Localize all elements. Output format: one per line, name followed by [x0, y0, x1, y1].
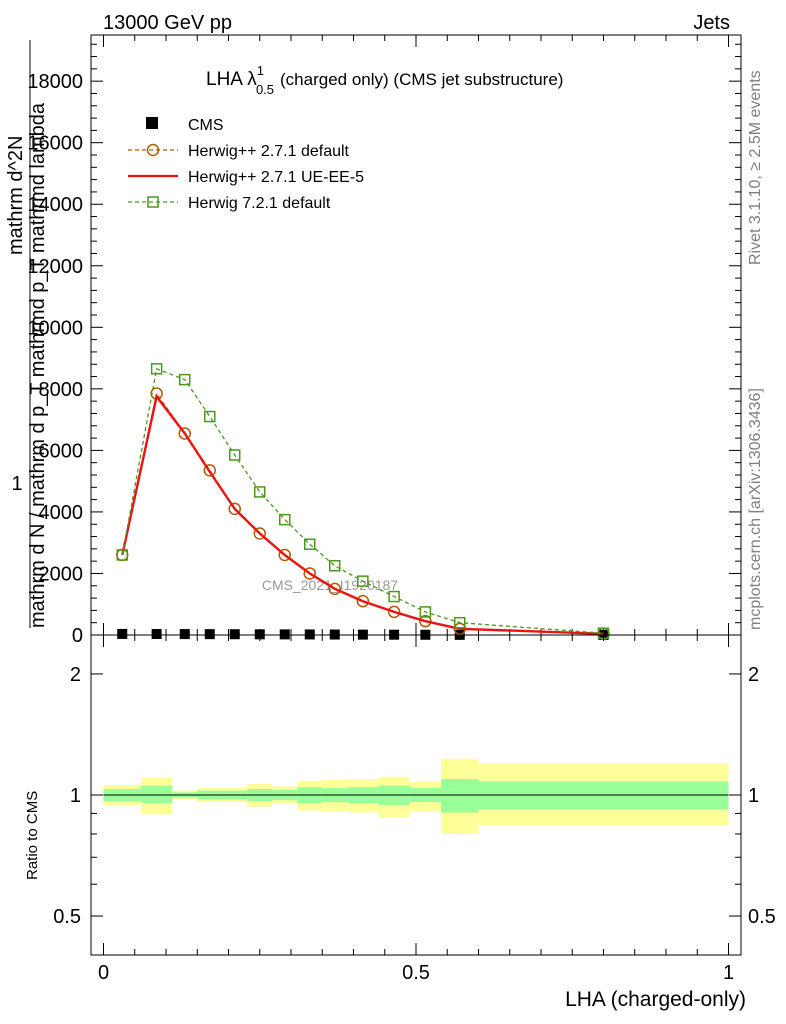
ratio-y-tick-label-right: 2: [748, 664, 759, 686]
data-point-herwig-2-7-1-default: [419, 614, 432, 628]
plot-title-sub: 0.5: [256, 82, 274, 97]
ratio-x-tick-label: 0: [98, 962, 109, 984]
legend-label-herwig-default: Herwig++ 2.7.1 default: [188, 143, 350, 160]
data-point-herwig-7-2-1-default: [254, 486, 266, 498]
data-point-herwig-7-2-1-default: [179, 373, 191, 386]
data-point-cms: [204, 629, 215, 640]
ratio-y-tick-label: 2: [70, 664, 81, 686]
series-layer: [116, 363, 610, 641]
legend: CMS Herwig++ 2.7.1 default Herwig++ 2.7.…: [128, 117, 364, 212]
series-line-herwig-7-2-1-default: [121, 367, 604, 634]
y-axis-title-top: 1: [11, 473, 22, 495]
data-point-cms: [304, 629, 315, 640]
legend-label-herwig7: Herwig 7.2.1 default: [188, 195, 331, 212]
ratio-y-tick-label-right: 1: [748, 785, 759, 807]
data-point-herwig-7-2-1-default: [357, 575, 369, 587]
data-point-herwig-2-7-1-default: [228, 502, 241, 516]
main-y-tick-label: 12000: [27, 256, 83, 278]
main-y-axis: 0 2000 4000 6000 8000 10000 12000 14000 16000 180…: [27, 43, 741, 647]
main-y-tick-label: 6000: [39, 440, 84, 462]
ratio-stat-band: [141, 785, 173, 804]
data-point-herwig-2-7-1-default: [203, 464, 216, 477]
y-axis-title-numerator: mathrm d^2N: [5, 136, 27, 255]
data-point-herwig-2-7-1-default: [303, 567, 316, 580]
ratio-x-tick-label: 1: [723, 962, 734, 984]
series-line-herwig-2-7-1-ue-ee-5: [121, 393, 604, 635]
main-y-tick-label: 14000: [27, 194, 83, 216]
plot-title-sup: 1: [257, 63, 264, 78]
main-y-tick-label: 4000: [39, 502, 84, 524]
main-y-axis-title: 1 mathrm d N / mathrm d p_T mathrmd p_T …: [5, 40, 49, 628]
data-point-herwig-7-2-1-default: [388, 590, 400, 603]
main-y-tick-label: 10000: [27, 317, 83, 339]
data-point-cms: [279, 629, 290, 640]
main-plot-panel: 0 2000 4000 6000 8000 10000 12000 14000 16000 180…: [5, 34, 742, 647]
data-point-herwig-2-7-1-default: [328, 582, 341, 596]
ratio-stat-band: [478, 781, 729, 810]
main-y-tick-label: 0: [72, 625, 83, 647]
category-label: Jets: [693, 12, 730, 34]
legend-marker-herwig7: [147, 196, 159, 208]
data-point-cms: [179, 629, 190, 640]
ratio-y-axis: 0.5 0.5 1 1 2 2: [53, 664, 776, 928]
data-point-herwig-7-2-1-default: [116, 549, 128, 561]
data-point-herwig-7-2-1-default: [229, 449, 241, 461]
ratio-x-tick-label: 0.5: [402, 962, 430, 984]
data-point-herwig-7-2-1-default: [329, 560, 341, 572]
data-point-herwig-7-2-1-default: [204, 410, 216, 423]
data-point-herwig-2-7-1-default: [278, 548, 291, 562]
data-point-herwig-7-2-1-default: [454, 616, 466, 629]
energy-label: 13000 GeV pp: [103, 12, 232, 34]
y-axis-title-bottom: mathrm d N / mathrm d p_T mathrmd p_T ma…: [27, 102, 49, 628]
ratio-bands: [103, 758, 729, 834]
ratio-y-tick-label-right: 0.5: [748, 906, 776, 928]
data-point-cms: [254, 629, 265, 640]
main-y-tick-label: 2000: [39, 563, 84, 585]
data-point-herwig-7-2-1-default: [419, 606, 432, 618]
data-point-herwig-2-7-1-default: [178, 427, 191, 440]
main-y-tick-label: 18000: [27, 71, 83, 93]
ratio-y-axis-title: Ratio to CMS: [24, 791, 41, 880]
series-line-herwig-2-7-1-default: [121, 391, 604, 635]
data-point-cms: [151, 629, 162, 640]
ratio-plot-panel: 0.5 0.51 12 2 0 0.5 1 Ratio to CMS LHA (charg…: [24, 634, 776, 1011]
ratio-y-tick-label: 1: [70, 785, 81, 807]
legend-label-herwig-ueee5: Herwig++ 2.7.1 UE-EE-5: [188, 169, 364, 186]
data-point-herwig-7-2-1-default: [150, 363, 163, 375]
data-point-herwig-7-2-1-default: [279, 513, 291, 526]
rivet-version-label: Rivet 3.1.10, ≥ 2.5M events: [747, 70, 764, 265]
ratio-x-axis: 0 0.5 1: [98, 635, 734, 984]
main-y-tick-label: 8000: [39, 379, 84, 401]
data-point-herwig-2-7-1-default: [387, 605, 401, 619]
legend-label-cms: CMS: [188, 117, 224, 134]
data-point-cms: [229, 629, 240, 640]
plot-title: LHA λ1 0.5 (charged only) (CMS jet substru…: [206, 63, 563, 97]
main-y-tick-label: 16000: [27, 133, 83, 155]
ratio-y-tick-label: 0.5: [53, 906, 81, 928]
data-point-cms: [117, 628, 128, 639]
legend-marker-cms: [146, 117, 158, 129]
data-point-herwig-2-7-1-default: [356, 594, 370, 608]
data-point-herwig-2-7-1-default: [253, 527, 266, 540]
plot-title-main: LHA λ: [206, 69, 257, 90]
x-axis-title: LHA (charged-only): [565, 988, 746, 1011]
legend-marker-herwig-default: [146, 143, 160, 157]
data-point-herwig-7-2-1-default: [304, 538, 316, 550]
ratio-stat-band: [441, 779, 479, 813]
plot-title-rest: (charged only) (CMS jet substructure): [280, 70, 563, 89]
mcplots-label: mcplots.cern.ch [arXiv:1306.3436]: [747, 388, 764, 630]
